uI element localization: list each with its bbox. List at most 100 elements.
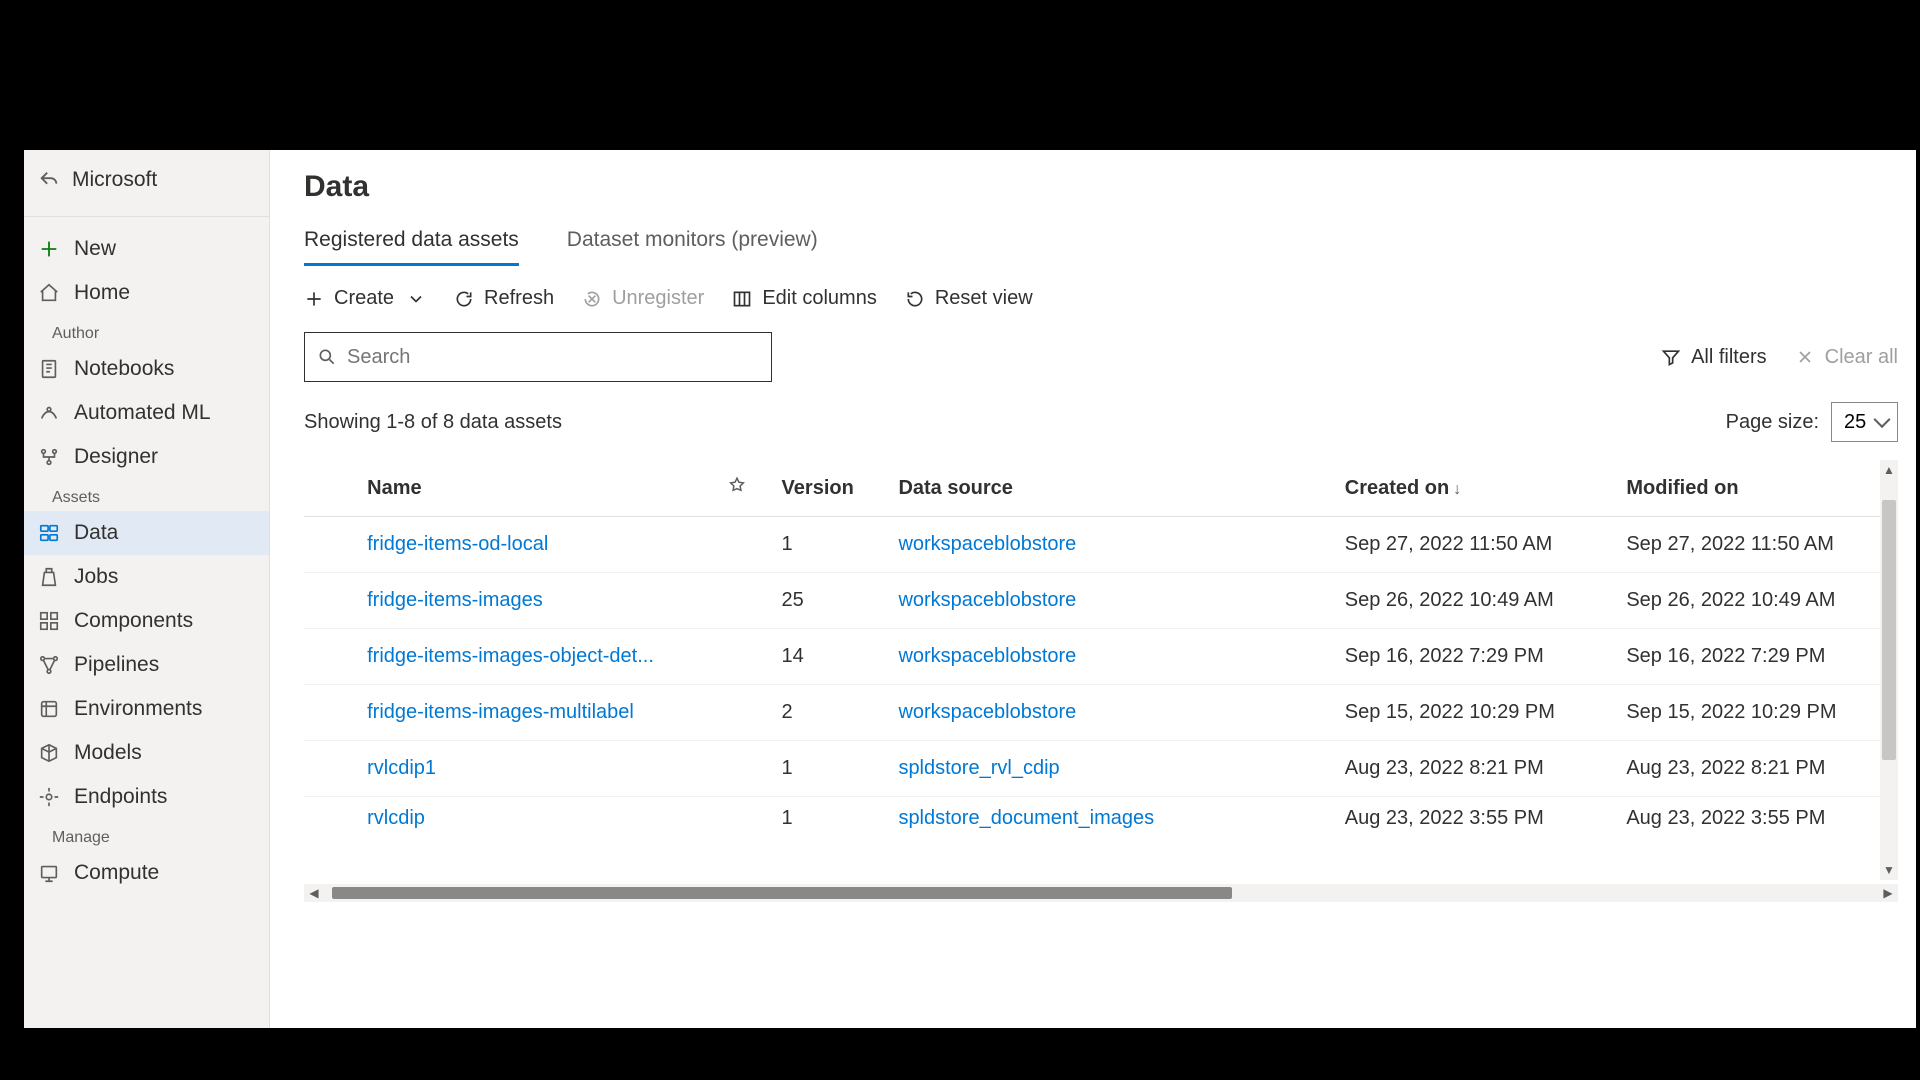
col-name[interactable]: Name [357, 460, 718, 517]
search-box[interactable] [304, 332, 772, 382]
components-icon [38, 610, 60, 632]
row-favorite[interactable] [718, 573, 771, 629]
tab-registered-assets[interactable]: Registered data assets [304, 222, 519, 266]
data-source-link[interactable]: workspaceblobstore [898, 589, 1076, 611]
filter-icon [1661, 347, 1681, 367]
row-created: Aug 23, 2022 3:55 PM [1335, 797, 1617, 831]
page-size-select[interactable]: 25 [1831, 402, 1898, 442]
col-version[interactable]: Version [772, 460, 889, 517]
status-row: Showing 1-8 of 8 data assets Page size: … [304, 402, 1898, 442]
label: Clear all [1825, 346, 1898, 369]
asset-name-link[interactable]: fridge-items-images-object-det... [367, 645, 654, 667]
scroll-down-icon[interactable]: ▼ [1880, 860, 1898, 880]
nav-data[interactable]: Data [24, 511, 269, 555]
sort-desc-icon: ↓ [1453, 481, 1461, 498]
table-row[interactable]: fridge-items-images-object-det...14works… [304, 629, 1898, 685]
nav-new[interactable]: New [24, 227, 269, 271]
back-arrow-icon [38, 169, 60, 191]
table-row[interactable]: rvlcdip11spldstore_rvl_cdipAug 23, 2022 … [304, 741, 1898, 797]
asset-name-link[interactable]: fridge-items-od-local [367, 533, 548, 555]
table-row[interactable]: fridge-items-images25workspaceblobstoreS… [304, 573, 1898, 629]
row-checkbox[interactable] [304, 685, 357, 741]
col-checkbox[interactable] [304, 460, 357, 517]
asset-name-link[interactable]: fridge-items-images-multilabel [367, 701, 634, 723]
row-favorite[interactable] [718, 629, 771, 685]
nav-label: New [74, 237, 116, 261]
nav-section-assets: Assets [24, 479, 269, 511]
chevron-down-icon [406, 289, 426, 309]
table-row[interactable]: fridge-items-images-multilabel2workspace… [304, 685, 1898, 741]
nav-pipelines[interactable]: Pipelines [24, 643, 269, 687]
label: All filters [1691, 346, 1767, 369]
label: Unregister [612, 287, 704, 310]
table-header-row: Name Version Data source Created on↓ Mod… [304, 460, 1898, 517]
scroll-left-icon[interactable]: ◀ [304, 884, 324, 902]
nav-environments[interactable]: Environments [24, 687, 269, 731]
vertical-scrollbar[interactable]: ▲ ▼ [1880, 460, 1898, 880]
data-source-link[interactable]: workspaceblobstore [898, 645, 1076, 667]
nav-compute[interactable]: Compute [24, 851, 269, 895]
row-favorite[interactable] [718, 797, 771, 831]
nav-home[interactable]: Home [24, 271, 269, 315]
nav-models[interactable]: Models [24, 731, 269, 775]
workspace-name: Microsoft [72, 168, 157, 192]
scroll-thumb[interactable] [1882, 500, 1896, 760]
pipelines-icon [38, 654, 60, 676]
data-source-link[interactable]: workspaceblobstore [898, 701, 1076, 723]
row-checkbox[interactable] [304, 517, 357, 573]
nav-notebooks[interactable]: Notebooks [24, 347, 269, 391]
page-size: Page size: 25 [1726, 402, 1898, 442]
scroll-thumb[interactable] [332, 887, 1232, 899]
nav-components[interactable]: Components [24, 599, 269, 643]
plus-icon [304, 289, 324, 309]
data-source-link[interactable]: spldstore_document_images [898, 807, 1154, 829]
table-row[interactable]: fridge-items-od-local 1 workspaceblobstore… [304, 517, 1898, 573]
create-button[interactable]: Create [304, 287, 426, 310]
horizontal-scrollbar[interactable]: ◀ ▶ [304, 884, 1898, 902]
endpoints-icon [38, 786, 60, 808]
nav-automated-ml[interactable]: Automated ML [24, 391, 269, 435]
row-modified: Aug 23, 2022 8:21 PM [1616, 741, 1898, 797]
row-version: 1 [772, 797, 889, 831]
table-row[interactable]: rvlcdip 1 spldstore_document_images Aug 23,… [304, 797, 1898, 831]
row-created: Sep 27, 2022 11:50 AM [1335, 517, 1617, 573]
row-favorite[interactable] [718, 685, 771, 741]
label: Create [334, 287, 394, 310]
row-favorite[interactable] [718, 517, 771, 573]
data-source-link[interactable]: spldstore_rvl_cdip [898, 757, 1059, 779]
workspace-back[interactable]: Microsoft [24, 150, 269, 210]
asset-name-link[interactable]: rvlcdip [367, 807, 425, 829]
plus-icon [38, 238, 60, 260]
nav-designer[interactable]: Designer [24, 435, 269, 479]
main-content: Data Registered data assets Dataset moni… [270, 150, 1916, 1028]
asset-name-link[interactable]: rvlcdip1 [367, 757, 436, 779]
edit-columns-button[interactable]: Edit columns [732, 287, 877, 310]
row-checkbox[interactable] [304, 629, 357, 685]
row-checkbox[interactable] [304, 741, 357, 797]
col-created-on[interactable]: Created on↓ [1335, 460, 1617, 517]
col-favorite[interactable] [718, 460, 771, 517]
data-source-link[interactable]: workspaceblobstore [898, 533, 1076, 555]
row-checkbox[interactable] [304, 573, 357, 629]
close-icon [1795, 347, 1815, 367]
page-title: Data [304, 170, 1898, 204]
col-modified-on[interactable]: Modified on [1616, 460, 1898, 517]
nav-jobs[interactable]: Jobs [24, 555, 269, 599]
refresh-button[interactable]: Refresh [454, 287, 554, 310]
reset-view-button[interactable]: Reset view [905, 287, 1033, 310]
nav-endpoints[interactable]: Endpoints [24, 775, 269, 819]
search-input[interactable] [347, 346, 759, 369]
row-version: 1 [772, 517, 889, 573]
nav-label: Jobs [74, 565, 118, 589]
all-filters-button[interactable]: All filters [1661, 346, 1767, 369]
clear-all-button[interactable]: Clear all [1795, 346, 1898, 369]
scroll-up-icon[interactable]: ▲ [1880, 460, 1898, 480]
col-data-source[interactable]: Data source [888, 460, 1334, 517]
row-favorite[interactable] [718, 741, 771, 797]
label: Refresh [484, 287, 554, 310]
asset-name-link[interactable]: fridge-items-images [367, 589, 543, 611]
scroll-right-icon[interactable]: ▶ [1878, 884, 1898, 902]
compute-icon [38, 862, 60, 884]
row-checkbox[interactable] [304, 797, 357, 831]
tab-dataset-monitors[interactable]: Dataset monitors (preview) [567, 222, 818, 266]
